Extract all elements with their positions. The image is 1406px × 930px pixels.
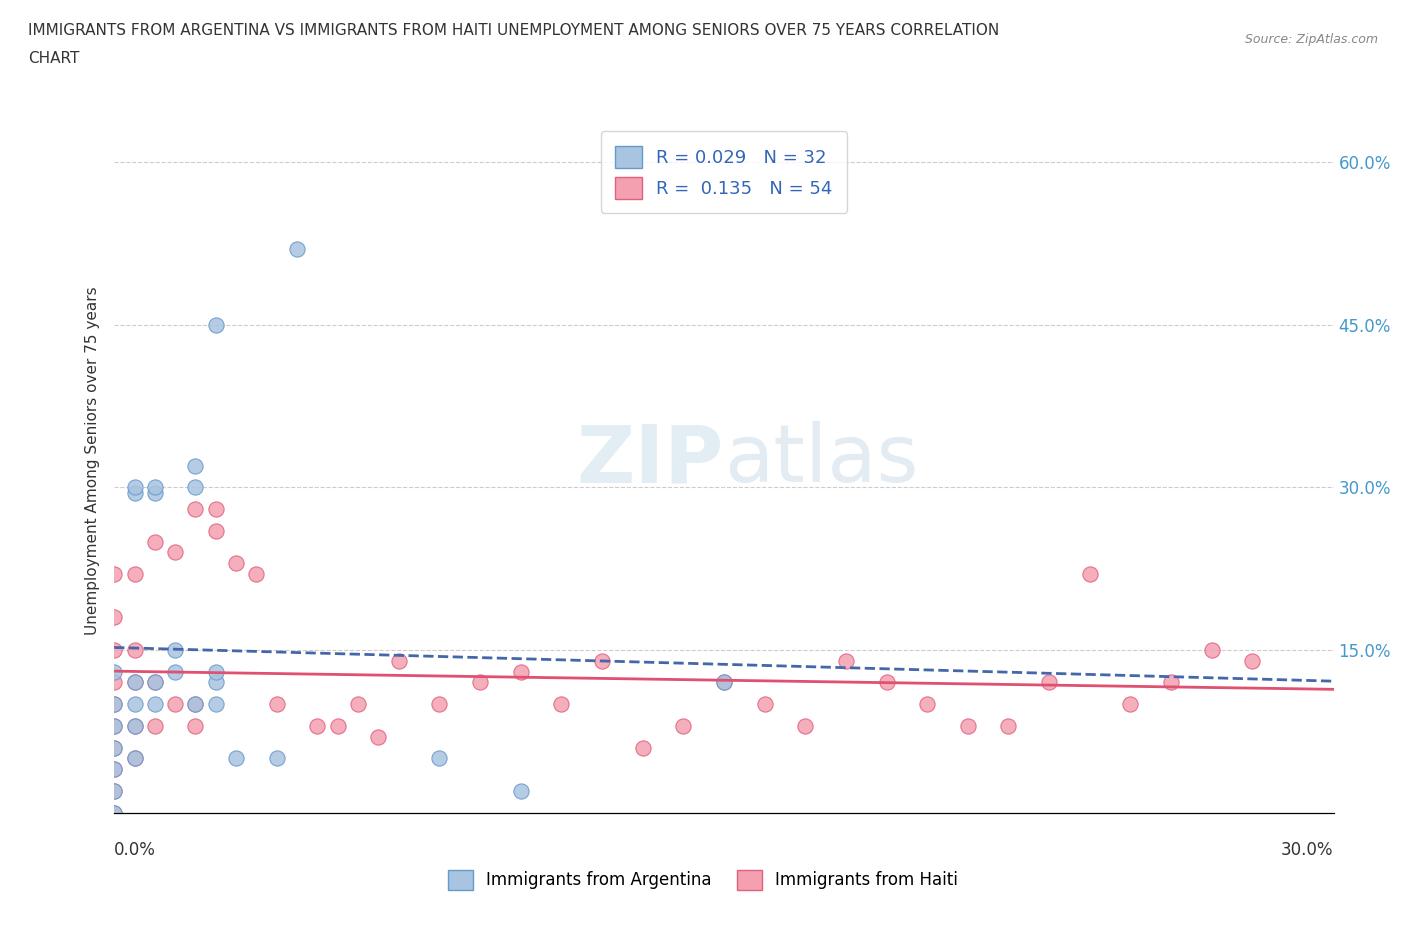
Y-axis label: Unemployment Among Seniors over 75 years: Unemployment Among Seniors over 75 years [86, 286, 100, 634]
Point [103, 805, 125, 820]
Point [326, 718, 349, 733]
Point [997, 718, 1019, 733]
Point [143, 697, 166, 711]
Point [184, 718, 207, 733]
Point [876, 675, 898, 690]
Point [429, 751, 451, 765]
Point [103, 697, 125, 711]
Point [165, 664, 187, 679]
Point [225, 556, 247, 571]
Point [266, 751, 288, 765]
Point [103, 762, 125, 777]
Point [103, 664, 125, 679]
Point [1160, 675, 1182, 690]
Point [307, 718, 329, 733]
Point [631, 740, 654, 755]
Text: IMMIGRANTS FROM ARGENTINA VS IMMIGRANTS FROM HAITI UNEMPLOYMENT AMONG SENIORS OV: IMMIGRANTS FROM ARGENTINA VS IMMIGRANTS … [28, 23, 1000, 38]
Point [285, 242, 308, 257]
Point [103, 740, 125, 755]
Point [103, 718, 125, 733]
Point [266, 697, 288, 711]
Point [429, 697, 451, 711]
Point [794, 718, 817, 733]
Point [103, 783, 125, 798]
Point [713, 675, 735, 690]
Legend: Immigrants from Argentina, Immigrants from Haiti: Immigrants from Argentina, Immigrants fr… [440, 861, 966, 898]
Point [509, 664, 531, 679]
Point [1078, 566, 1101, 581]
Point [388, 654, 411, 669]
Point [103, 805, 125, 820]
Point [204, 524, 226, 538]
Point [184, 697, 207, 711]
Point [1241, 654, 1264, 669]
Point [956, 718, 979, 733]
Point [165, 643, 187, 658]
Point [124, 718, 146, 733]
Point [124, 751, 146, 765]
Point [468, 675, 491, 690]
Point [184, 697, 207, 711]
Text: Source: ZipAtlas.com: Source: ZipAtlas.com [1244, 33, 1378, 46]
Point [204, 675, 226, 690]
Point [143, 534, 166, 549]
Text: atlas: atlas [724, 421, 918, 499]
Point [347, 697, 370, 711]
Point [204, 501, 226, 516]
Point [1201, 643, 1223, 658]
Point [672, 718, 695, 733]
Point [184, 458, 207, 473]
Point [103, 697, 125, 711]
Point [165, 545, 187, 560]
Point [124, 485, 146, 500]
Point [124, 566, 146, 581]
Point [103, 783, 125, 798]
Point [754, 697, 776, 711]
Point [591, 654, 613, 669]
Text: ZIP: ZIP [576, 421, 724, 499]
Point [509, 783, 531, 798]
Point [143, 675, 166, 690]
Point [103, 762, 125, 777]
Point [103, 740, 125, 755]
Point [367, 729, 389, 744]
Point [165, 697, 187, 711]
Point [124, 643, 146, 658]
Point [1038, 675, 1060, 690]
Point [550, 697, 572, 711]
Point [143, 485, 166, 500]
Point [103, 566, 125, 581]
Point [835, 654, 858, 669]
Text: CHART: CHART [28, 51, 80, 66]
Point [143, 675, 166, 690]
Point [143, 718, 166, 733]
Point [204, 697, 226, 711]
Point [184, 501, 207, 516]
Point [124, 718, 146, 733]
Point [915, 697, 938, 711]
Text: 30.0%: 30.0% [1281, 841, 1334, 858]
Point [124, 675, 146, 690]
Point [225, 751, 247, 765]
Point [103, 675, 125, 690]
Point [124, 697, 146, 711]
Point [1119, 697, 1142, 711]
Point [204, 664, 226, 679]
Point [245, 566, 267, 581]
Point [713, 675, 735, 690]
Point [124, 751, 146, 765]
Point [124, 675, 146, 690]
Point [103, 643, 125, 658]
Point [103, 610, 125, 625]
Legend: R = 0.029   N = 32, R =  0.135   N = 54: R = 0.029 N = 32, R = 0.135 N = 54 [600, 131, 848, 213]
Point [124, 480, 146, 495]
Point [103, 718, 125, 733]
Point [204, 317, 226, 332]
Text: 0.0%: 0.0% [114, 841, 156, 858]
Point [143, 480, 166, 495]
Point [184, 480, 207, 495]
